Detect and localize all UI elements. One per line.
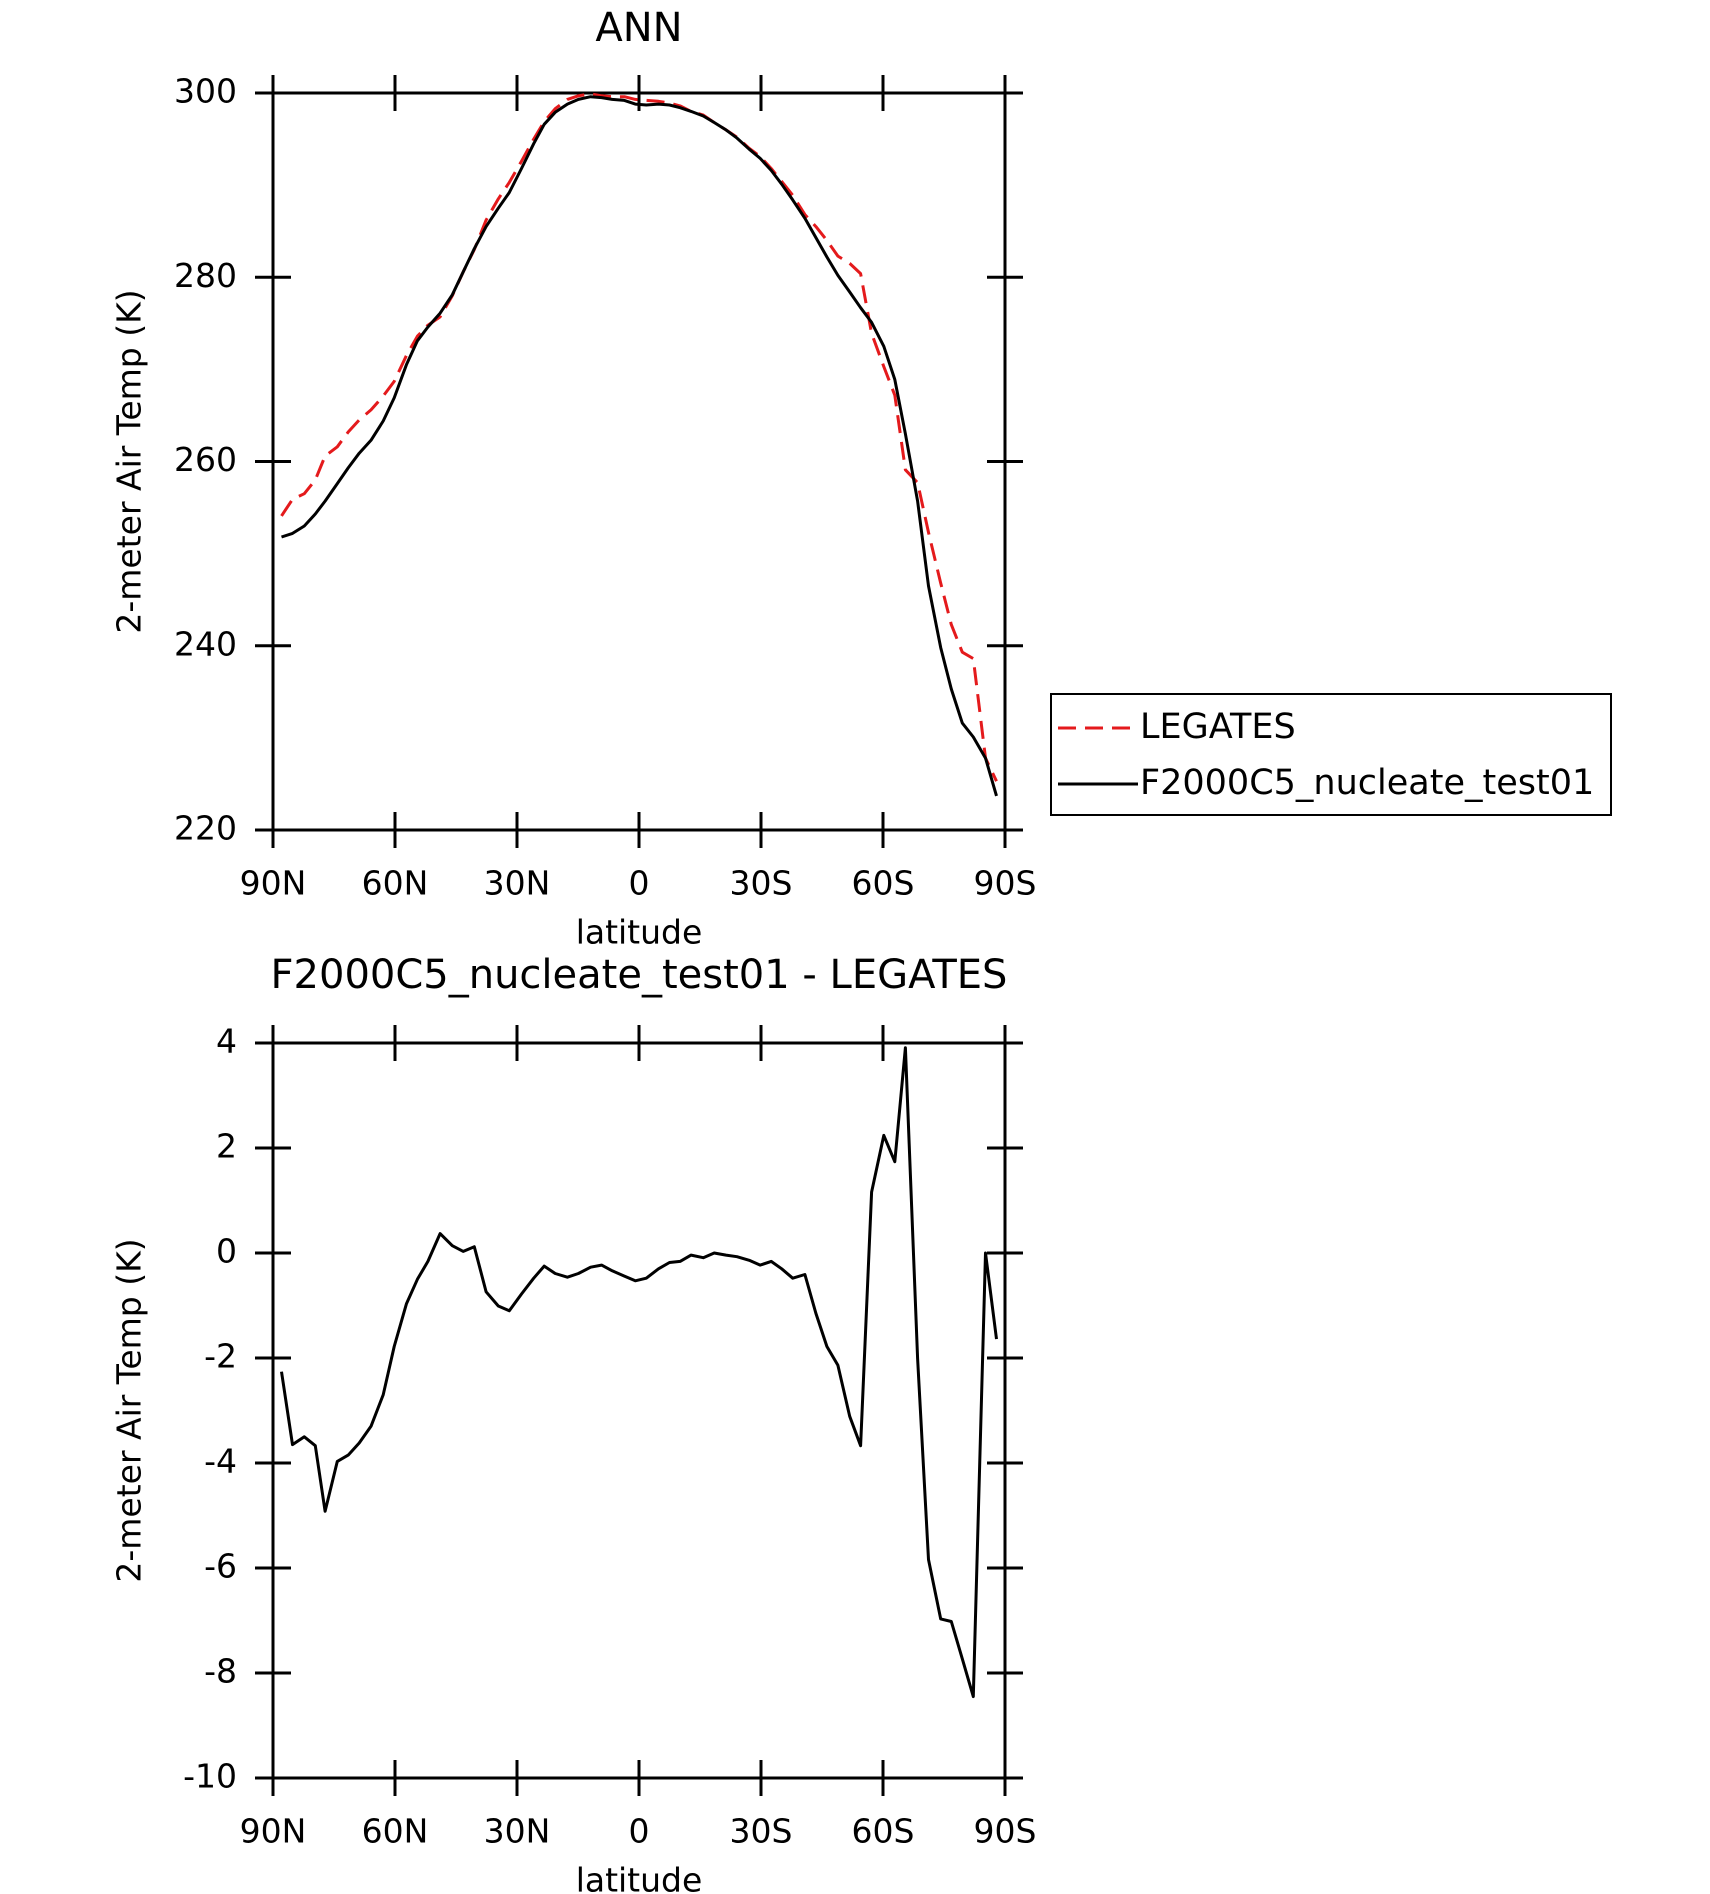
y-tick-label: 240 [174,624,237,663]
data-line [280,92,998,782]
y-tick-label: -10 [183,1757,237,1796]
x-tick-label: 60N [362,864,429,903]
legend-label: F2000C5_nucleate_test01 [1140,763,1594,803]
x-tick-label: 30S [730,864,793,903]
y-axis-label: 2-meter Air Temp (K) [110,1238,149,1582]
y-tick-label: -2 [204,1337,237,1376]
y-tick-label: -8 [204,1652,237,1691]
x-tick-label: 60S [852,1812,915,1851]
y-tick-label: 280 [174,256,237,295]
y-tick-label: 2 [216,1127,237,1166]
x-tick-label: 60N [362,1812,429,1851]
plot-frame [271,91,1007,832]
y-tick-label: -4 [204,1442,237,1481]
x-tick-label: 30N [484,1812,551,1851]
x-tick-label: 30S [730,1812,793,1851]
data-line [281,95,998,797]
x-tick-label: 0 [629,1812,650,1851]
plot-frame [271,1041,1007,1780]
legend-box [1050,693,1612,816]
y-tick-label: 260 [174,440,237,479]
y-tick-label: 0 [216,1232,237,1271]
legend-label: LEGATES [1140,707,1296,747]
y-tick-label: -6 [204,1547,237,1586]
x-tick-label: 90S [974,1812,1037,1851]
y-tick-label: 300 [174,72,237,111]
y-tick-label: 4 [216,1022,237,1061]
x-tick-label: 0 [629,864,650,903]
x-tick-label: 90N [240,864,307,903]
y-tick-label: 220 [174,809,237,848]
x-tick-label: 90S [974,864,1037,903]
data-line [280,1046,998,1699]
y-axis-label: 2-meter Air Temp (K) [110,289,149,633]
chart-title: ANN [595,5,682,51]
x-tick-label: 60S [852,864,915,903]
chart-title: F2000C5_nucleate_test01 - LEGATES [271,952,1008,998]
x-axis-label: latitude [576,913,703,952]
x-tick-label: 30N [484,864,551,903]
x-tick-label: 90N [240,1812,307,1851]
x-axis-label: latitude [576,1861,703,1894]
